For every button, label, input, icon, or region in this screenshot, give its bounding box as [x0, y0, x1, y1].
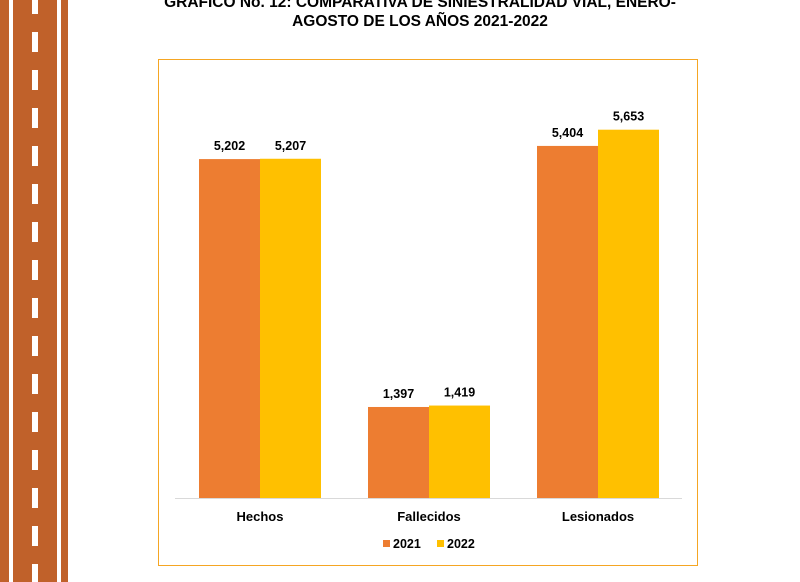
data-label-hechos-2021: 5,202 [214, 139, 245, 153]
chart-title-line-2: AGOSTO DE LOS AÑOS 2021-2022 [292, 13, 548, 30]
legend-label-2022: 2022 [447, 537, 475, 551]
legend-swatch-2021 [383, 540, 390, 547]
legend-label-2021: 2021 [393, 537, 421, 551]
chart-title-line-1: GRAFICO No. 12: COMPARATIVA DE SINIESTRA… [164, 0, 676, 11]
x-tick-label-lesionados: Lesionados [562, 509, 634, 524]
bar-hechos-2021 [199, 159, 260, 498]
data-label-fallecidos-2021: 1,397 [383, 387, 414, 401]
bar-lesionados-2021 [537, 145, 598, 499]
legend-swatch-2022 [437, 540, 444, 547]
bar-hechos-2022 [260, 158, 321, 499]
road-center-dashes [32, 0, 38, 582]
x-tick-label-fallecidos: Fallecidos [397, 509, 461, 524]
bar-fallecidos-2021 [368, 406, 429, 498]
data-label-lesionados-2021: 5,404 [552, 126, 583, 140]
data-label-hechos-2022: 5,207 [275, 139, 306, 153]
bar-fallecidos-2022 [429, 405, 490, 498]
data-label-lesionados-2022: 5,653 [613, 110, 644, 124]
x-tick-label-hechos: Hechos [237, 509, 284, 524]
road-edge-right [57, 0, 61, 582]
road-edge-left [9, 0, 13, 582]
data-label-fallecidos-2022: 1,419 [444, 386, 475, 400]
chart-title: GRAFICO No. 12: COMPARATIVA DE SINIESTRA… [100, 0, 740, 31]
bar-lesionados-2022 [598, 129, 659, 498]
road-decoration [0, 0, 68, 582]
